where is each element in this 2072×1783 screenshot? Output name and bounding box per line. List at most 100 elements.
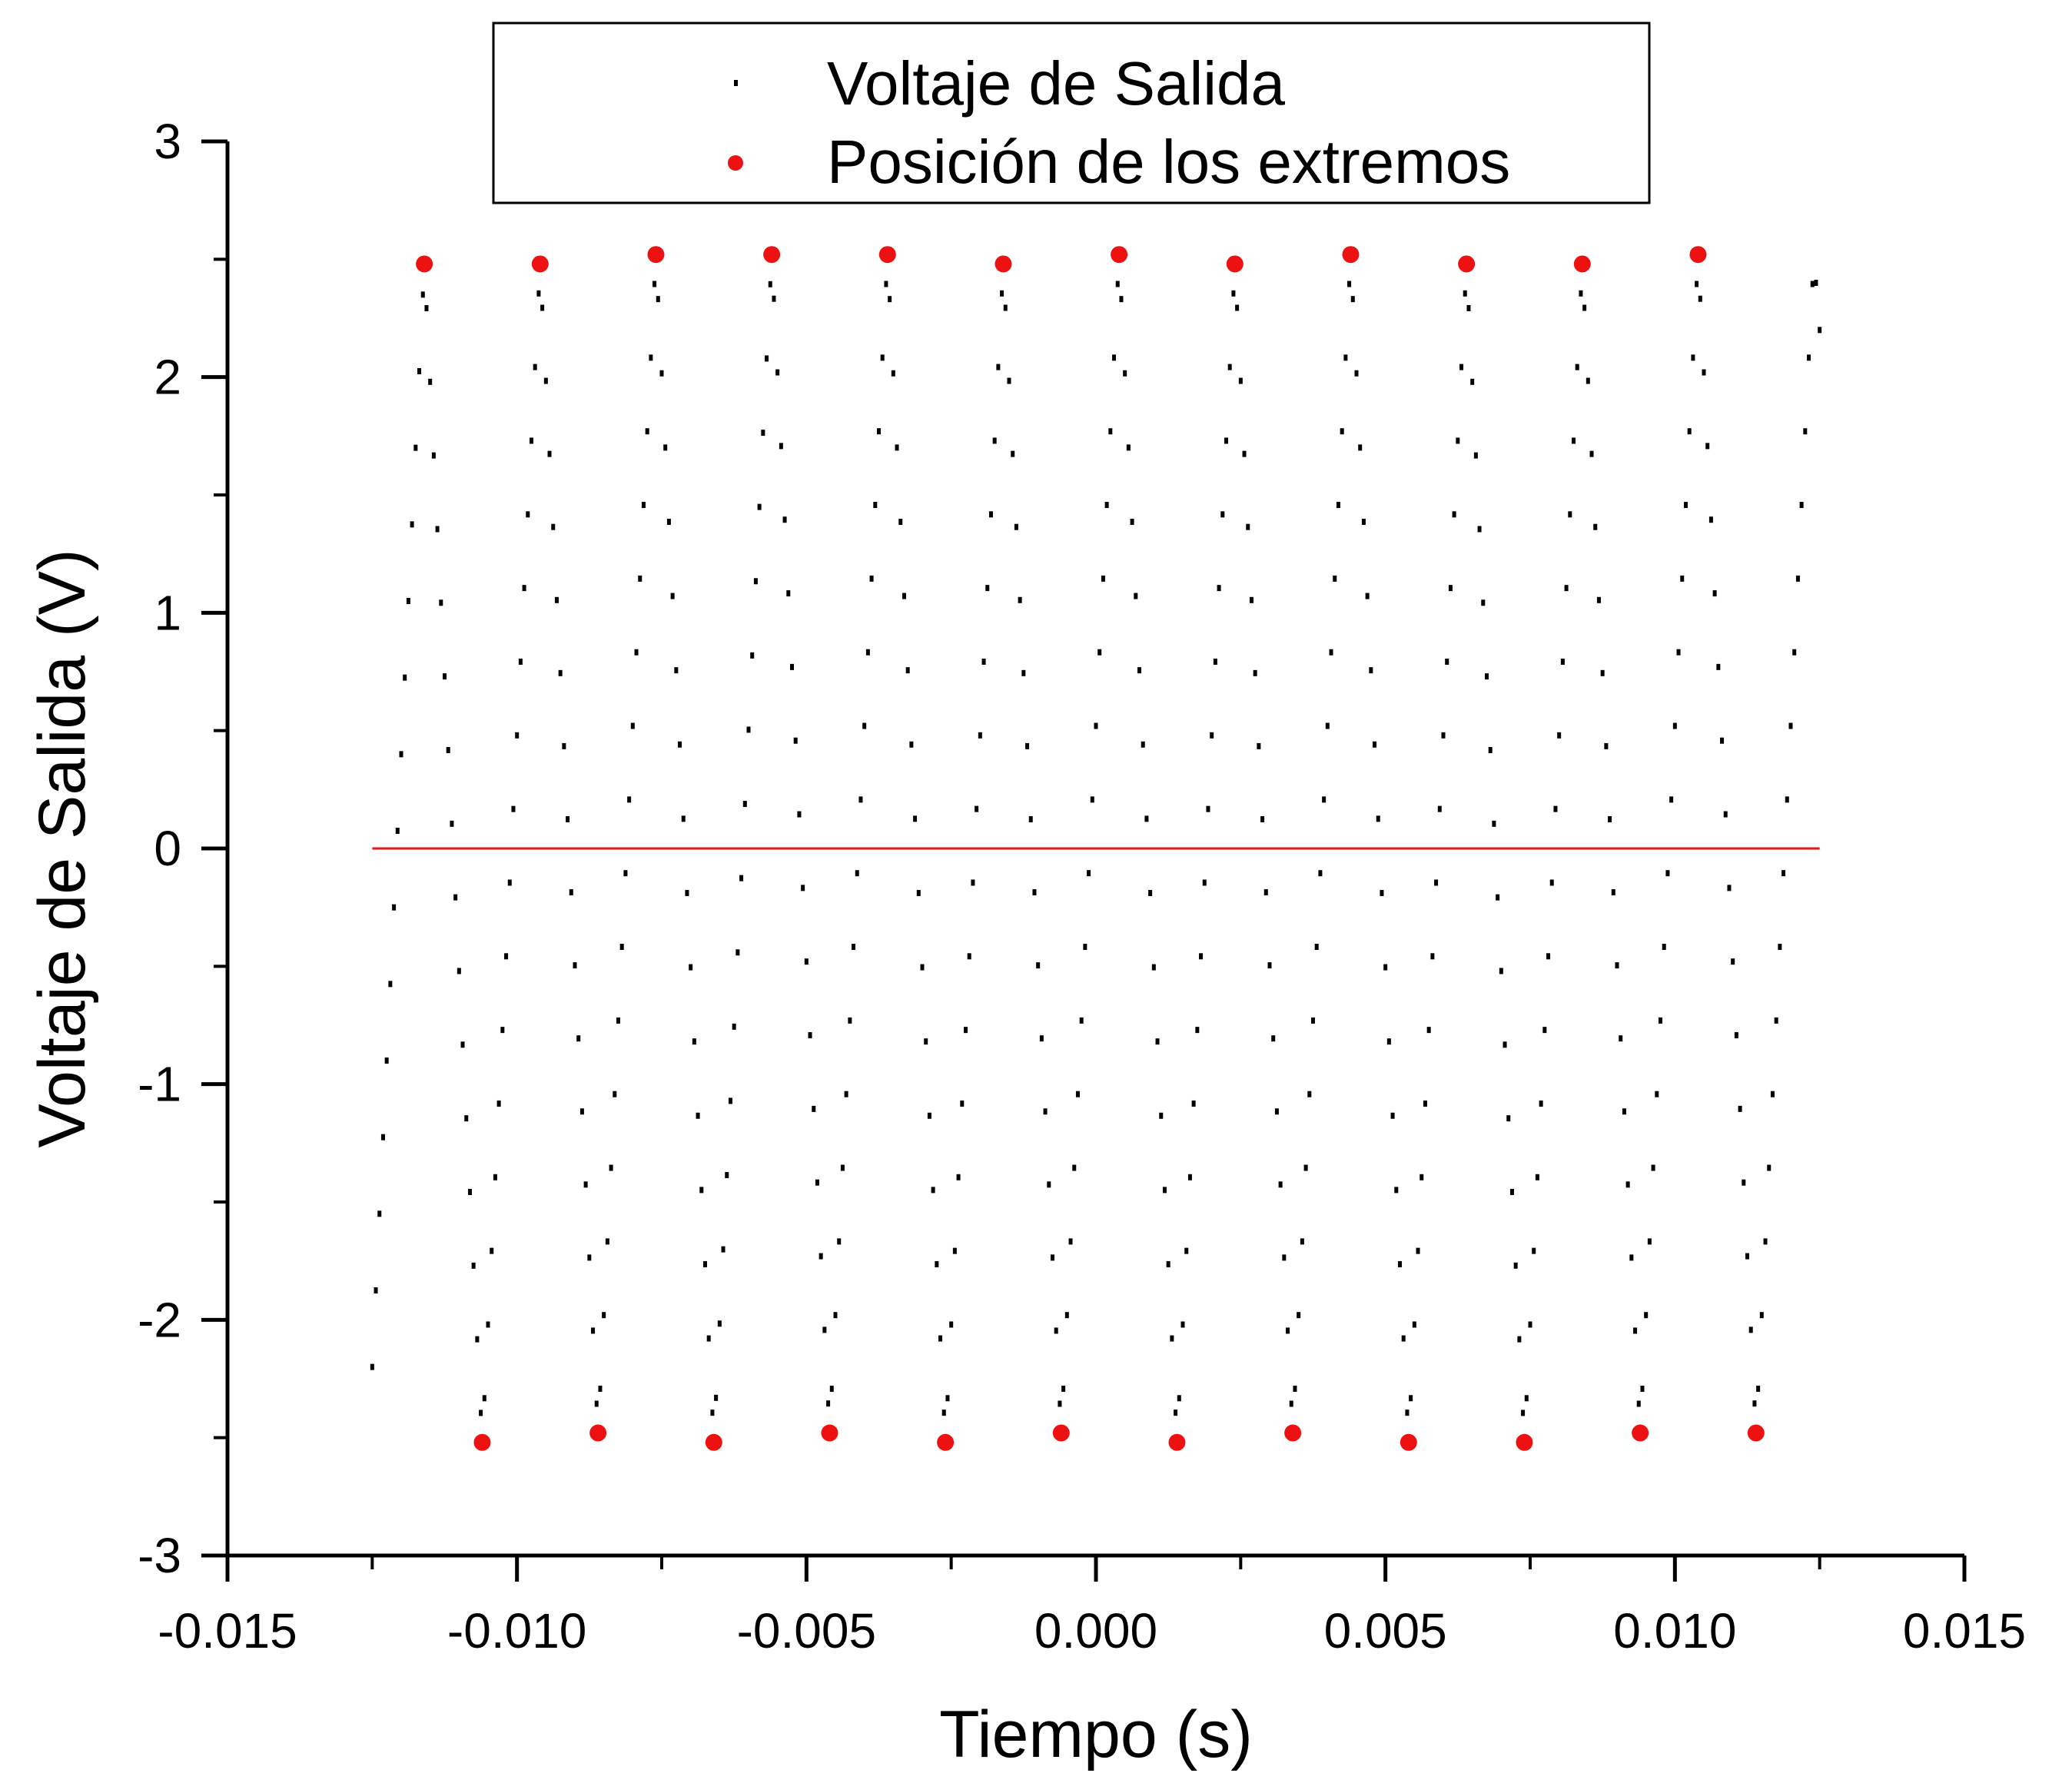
voltage-point bbox=[1698, 295, 1702, 302]
voltage-point bbox=[735, 949, 740, 956]
voltage-point bbox=[464, 1115, 469, 1122]
voltage-point bbox=[486, 1321, 490, 1328]
voltage-point bbox=[848, 1017, 852, 1024]
voltage-point bbox=[450, 820, 454, 827]
voltage-point bbox=[1756, 1386, 1761, 1393]
voltage-point bbox=[819, 1253, 823, 1260]
voltage-point bbox=[627, 796, 632, 803]
voltage-point bbox=[837, 1238, 842, 1245]
voltage-point bbox=[1242, 450, 1247, 457]
voltage-point bbox=[1340, 428, 1344, 435]
voltage-point bbox=[1473, 452, 1478, 459]
voltage-point bbox=[424, 304, 429, 311]
voltage-point bbox=[952, 1247, 957, 1254]
voltage-point bbox=[1018, 596, 1022, 603]
voltage-point bbox=[1224, 437, 1228, 444]
voltage-point bbox=[1640, 1386, 1645, 1393]
voltage-point bbox=[1047, 1181, 1051, 1188]
voltage-point bbox=[1058, 1400, 1062, 1407]
voltage-point bbox=[1318, 870, 1323, 877]
voltage-point bbox=[1350, 296, 1355, 303]
voltage-point bbox=[490, 1247, 494, 1254]
voltage-point bbox=[591, 1327, 596, 1334]
voltage-point bbox=[1061, 1386, 1066, 1393]
voltage-point bbox=[891, 370, 895, 377]
voltage-point bbox=[496, 1100, 501, 1107]
voltage-point bbox=[399, 751, 403, 758]
voltage-point bbox=[1763, 1238, 1768, 1245]
voltage-point bbox=[1582, 304, 1587, 311]
voltage-point bbox=[1180, 1321, 1185, 1328]
voltage-point bbox=[659, 370, 664, 377]
voltage-point bbox=[1202, 879, 1207, 886]
voltage-point bbox=[1781, 870, 1786, 877]
voltage-point bbox=[547, 450, 552, 457]
voltage-point bbox=[1708, 516, 1713, 523]
voltage-point bbox=[1278, 1181, 1283, 1188]
voltage-point bbox=[1401, 1335, 1406, 1342]
voltage-point bbox=[374, 1287, 378, 1293]
voltage-point bbox=[1090, 796, 1094, 803]
voltage-point bbox=[865, 649, 870, 656]
voltage-point bbox=[978, 732, 982, 739]
voltage-point bbox=[880, 354, 885, 361]
voltage-point bbox=[703, 1260, 707, 1267]
voltage-point bbox=[761, 430, 765, 437]
voltage-point bbox=[1246, 523, 1250, 530]
legend-marker-extremos bbox=[728, 155, 743, 171]
voltage-point bbox=[522, 585, 526, 592]
voltage-point bbox=[1213, 658, 1217, 665]
voltage-point bbox=[1470, 378, 1475, 385]
voltage-point bbox=[1659, 1017, 1662, 1024]
voltage-point bbox=[439, 599, 443, 606]
voltage-point bbox=[1629, 1254, 1634, 1261]
voltage-point bbox=[1589, 450, 1594, 457]
voltage-point bbox=[1358, 444, 1363, 451]
extreme-point bbox=[821, 1424, 838, 1442]
voltage-point bbox=[1253, 669, 1257, 676]
voltage-point bbox=[526, 511, 530, 518]
voltage-point bbox=[927, 1112, 931, 1119]
voltage-point bbox=[645, 428, 649, 435]
voltage-point bbox=[536, 290, 541, 297]
voltage-point bbox=[1524, 1395, 1529, 1402]
voltage-point bbox=[793, 737, 798, 744]
voltage-point bbox=[833, 1312, 838, 1319]
voltage-point bbox=[1267, 962, 1272, 969]
voltage-point bbox=[1564, 585, 1569, 592]
voltage-point bbox=[1702, 369, 1706, 376]
voltage-point bbox=[1079, 1017, 1084, 1024]
voltage-point bbox=[971, 879, 975, 886]
voltage-point bbox=[1716, 663, 1721, 670]
voltage-point bbox=[1134, 593, 1138, 599]
voltage-point bbox=[1104, 502, 1109, 509]
voltage-point bbox=[746, 726, 751, 733]
voltage-point bbox=[1210, 732, 1214, 739]
voltage-point bbox=[453, 894, 458, 901]
voltage-point bbox=[504, 953, 509, 960]
voltage-point bbox=[1007, 377, 1011, 384]
voltage-point bbox=[1108, 428, 1113, 435]
voltage-point bbox=[417, 368, 422, 374]
voltage-point bbox=[1220, 511, 1225, 518]
voltage-point bbox=[598, 1386, 603, 1393]
extreme-point bbox=[1226, 255, 1244, 273]
voltage-point bbox=[507, 879, 512, 886]
voltage-point bbox=[1390, 1112, 1395, 1119]
voltage-point bbox=[1343, 354, 1348, 361]
voltage-point bbox=[1064, 1312, 1069, 1319]
voltage-point bbox=[554, 596, 559, 603]
voltage-point bbox=[706, 1335, 711, 1342]
voltage-point bbox=[1336, 502, 1340, 509]
voltage-point bbox=[1503, 1041, 1507, 1048]
voltage-point bbox=[1072, 1164, 1077, 1171]
voltage-point bbox=[1636, 1400, 1641, 1407]
voltage-point bbox=[1683, 502, 1688, 509]
y-tick-label: 3 bbox=[154, 114, 181, 169]
voltage-point bbox=[1795, 575, 1800, 582]
series-posicion-extremos bbox=[416, 246, 1765, 1451]
voltage-point bbox=[1611, 889, 1615, 896]
voltage-point bbox=[1456, 437, 1460, 444]
voltage-point bbox=[1263, 889, 1268, 896]
voltage-point bbox=[768, 281, 772, 287]
